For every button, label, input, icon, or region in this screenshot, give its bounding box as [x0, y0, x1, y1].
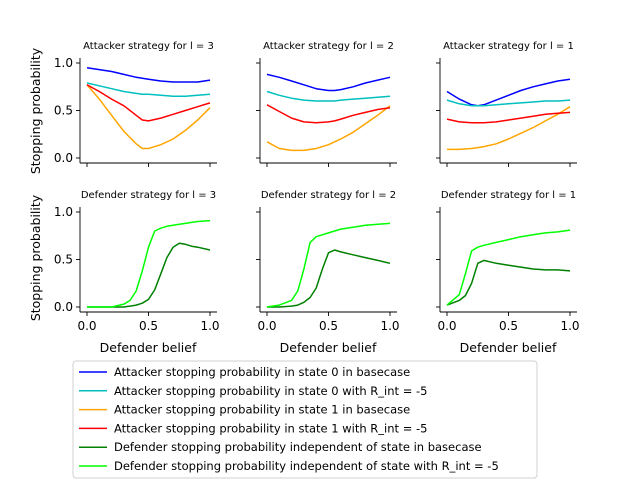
subplot-title: Defender strategy for l = 2	[261, 190, 396, 201]
series-line-a1-base	[86, 84, 211, 150]
subplot-title: Attacker strategy for l = 2	[263, 41, 394, 52]
subplot-4: Defender strategy for l = 3 0.0 0.5 1.0 0.0 0…	[54, 190, 220, 333]
x-tick-label: 1.0	[560, 319, 579, 333]
y-axis-label-bottom: Stopping probability	[28, 194, 43, 321]
y-tick-label: 0.0	[54, 151, 73, 165]
legend-item: Attacker stopping probability in state 0…	[79, 365, 410, 379]
series-line-a0-rint	[446, 99, 571, 107]
series-line-a1-rint	[86, 84, 211, 122]
series-line-d-base	[87, 242, 211, 308]
series-line-d-base	[267, 249, 391, 308]
subplot-1: Attacker strategy for l = 3 0.0 0.5 1.0	[54, 41, 217, 167]
legend-label: Attacker stopping probability in state 0…	[114, 384, 427, 398]
x-tick-label: 1.0	[380, 319, 399, 333]
subplot-3: Attacker strategy for l = 1	[436, 41, 577, 167]
y-tick-label: 0.0	[54, 300, 73, 314]
legend-label: Defender stopping probability independen…	[114, 440, 482, 454]
legend-item: Attacker stopping probability in state 0…	[79, 384, 427, 398]
x-tick-label: 1.0	[200, 319, 219, 333]
series-line-a1-base	[266, 105, 391, 152]
x-axis-label-col3: Defender belief	[460, 340, 557, 355]
legend: Attacker stopping probability in state 0…	[72, 360, 538, 479]
subplot-6: Defender strategy for l = 1 0.0 0.5 1.0	[436, 190, 580, 333]
series-line-a1-rint	[446, 111, 571, 124]
legend-item: Attacker stopping probability in state 1…	[79, 403, 410, 417]
subplot-grid: Attacker strategy for l = 30.00.51.0Atta…	[54, 41, 580, 333]
x-axis-label-col2: Defender belief	[280, 340, 377, 355]
series-line-a1-base	[447, 106, 571, 151]
x-tick-label: 0.0	[257, 319, 276, 333]
series-line-a0-base	[446, 78, 571, 107]
series-line-a1-rint	[266, 104, 391, 124]
subplot-title: Attacker strategy for l = 3	[83, 41, 214, 52]
y-tick-label: 0.5	[54, 253, 73, 267]
legend-label: Attacker stopping probability in state 1…	[114, 421, 427, 435]
legend-item: Defender stopping probability independen…	[79, 440, 482, 454]
y-tick-label: 1.0	[54, 56, 73, 70]
subplot-title: Attacker strategy for l = 1	[443, 41, 574, 52]
series-line-d-rint	[266, 222, 391, 308]
subplot-2: Attacker strategy for l = 2	[256, 41, 397, 167]
subplot-title: Defender strategy for l = 1	[441, 190, 576, 201]
x-tick-label: 0.5	[139, 319, 158, 333]
series-line-d-rint	[87, 219, 211, 308]
y-tick-label: 0.5	[54, 104, 73, 118]
x-tick-label: 0.0	[77, 319, 96, 333]
legend-label: Attacker stopping probability in state 1…	[114, 403, 410, 417]
subplot-title: Defender strategy for l = 3	[81, 190, 216, 201]
series-line-d-base	[446, 259, 571, 306]
series-line-a0-base	[266, 73, 391, 92]
legend-item: Defender stopping probability independen…	[79, 459, 499, 473]
series-line-a0-base	[86, 67, 211, 83]
legend-label: Attacker stopping probability in state 0…	[114, 365, 410, 379]
x-tick-label: 0.5	[499, 319, 518, 333]
series-line-a0-rint	[266, 90, 391, 102]
series-line-a0-rint	[86, 82, 211, 98]
subplot-5: Defender strategy for l = 2 0.0 0.5 1.0	[256, 190, 400, 333]
x-tick-label: 0.5	[319, 319, 338, 333]
legend-item: Attacker stopping probability in state 1…	[79, 421, 427, 435]
x-axis-label-col1: Defender belief	[100, 340, 197, 355]
legend-frame	[72, 360, 538, 479]
x-tick-label: 0.0	[437, 319, 456, 333]
y-axis-label-top: Stopping probability	[28, 47, 43, 174]
legend-label: Defender stopping probability independen…	[114, 459, 499, 473]
y-tick-label: 1.0	[54, 205, 73, 219]
series-line-d-rint	[446, 229, 571, 306]
